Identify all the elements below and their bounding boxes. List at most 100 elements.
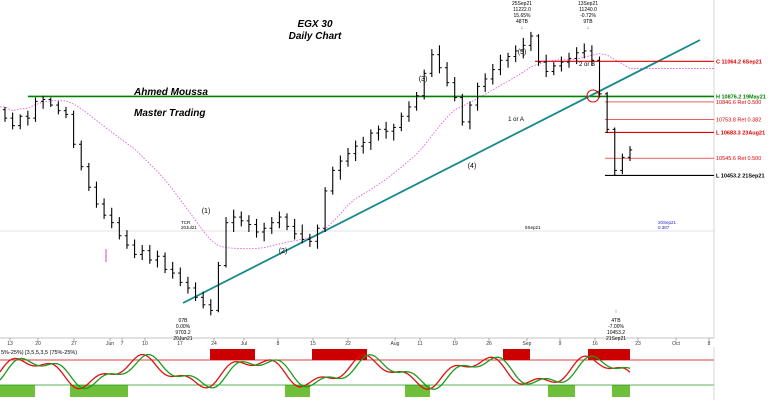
price-bar [193, 282, 198, 302]
osc-band-green [612, 385, 630, 397]
price-bar [162, 252, 168, 274]
price-bar [185, 276, 191, 294]
price-bar [391, 123, 396, 141]
level-lines: C 11064.2 6Sep21 H 10876.2 19May2110846.6… [535, 59, 766, 179]
level-line: L 10453.2 21Sep21 [605, 173, 765, 179]
price-bar [437, 45, 442, 74]
price-bar [422, 69, 427, 100]
top1-line-4: 48TB [516, 19, 529, 25]
low-annotation-box: 07B 0.00% 9703.2 20Jun21 [173, 318, 192, 342]
x-tick-7: 24 [211, 338, 217, 347]
price-bar [139, 245, 145, 260]
watermark-line-2: Master Trading [134, 108, 206, 119]
level-line: 10545.6 Ret 0.500 [605, 156, 761, 162]
price-bar [566, 52, 572, 68]
x-tick-label-17: 9 [559, 341, 562, 347]
price-bar [521, 37, 526, 59]
osc-band-green [405, 385, 430, 397]
x-tick-label-18: 16 [592, 341, 598, 347]
price-bar [475, 82, 480, 111]
x-tick-label-4: 7 [121, 341, 124, 347]
x-tick-16: Sep [523, 338, 532, 347]
price-bar [63, 106, 69, 119]
bottom-line-2: -7.00% [608, 324, 624, 330]
price-bar [612, 127, 617, 176]
level-label: L 10683.3 23Aug21 [716, 130, 765, 136]
top-annotation-box-2: 13Sep21 11240.0 -0.72% 9TB ↓ [578, 1, 598, 31]
level-label: 10545.6 Ret 0.500 [716, 156, 761, 162]
mid-annotation-3a: 20Sep21 [658, 220, 677, 225]
bottom-arrow-icon: ↑ [615, 309, 618, 315]
price-bar [322, 187, 328, 232]
level-line: 10846.6 Ret 0.500 [605, 100, 761, 106]
price-bar [101, 198, 107, 219]
price-bar [223, 217, 229, 268]
price-bar [269, 217, 274, 234]
price-bar [18, 114, 23, 130]
x-tick-label-3: Jun [106, 341, 114, 347]
price-bar [178, 267, 183, 287]
x-tick-label-14: 19 [452, 341, 458, 347]
price-bar [71, 110, 76, 148]
price-bar [40, 95, 46, 109]
price-bar [383, 121, 389, 139]
price-bar [307, 233, 313, 247]
mid-annotation-1a: TCR [181, 220, 191, 225]
mid-annotation-3b: 0.387 [658, 225, 670, 230]
x-axis: 13 20 27 Jun 7 10 17 24 Jul 8 15 22 Aug … [7, 338, 711, 347]
x-tick-label-20: Oct [672, 341, 680, 347]
price-bar [231, 209, 236, 232]
level-label: 10753.8 Ret 0.382 [716, 117, 761, 123]
level-label: H 10876.2 19May21 [716, 94, 766, 100]
x-tick-label-10: 15 [310, 341, 316, 347]
bottom-line-4: 21Sep21 [606, 336, 626, 342]
osc-band-green [70, 385, 128, 397]
price-bar [345, 148, 351, 167]
x-tick-6: 17 [177, 338, 183, 347]
mid-annotation-1b: 20Jul21 [181, 225, 197, 230]
price-bar [261, 222, 267, 242]
top1-line-2: 11222.0 [513, 7, 531, 13]
x-tick-21: 8 [708, 338, 711, 347]
price-bar [200, 291, 206, 309]
x-tick-3: Jun [106, 338, 114, 347]
osc-band-green [285, 385, 310, 397]
price-bar [48, 97, 53, 107]
price-bar [10, 112, 15, 130]
price-bar [536, 34, 541, 66]
wave-label-1-or-a: 1 or A [508, 117, 524, 123]
price-bar [208, 299, 213, 316]
x-tick-1: 20 [35, 338, 41, 347]
x-tick-13: 11 [417, 338, 423, 347]
x-tick-17: 9 [559, 338, 562, 347]
top2-arrow-icon: ↓ [587, 25, 590, 31]
price-bar [482, 73, 488, 92]
price-bar [513, 45, 518, 63]
price-bar [574, 47, 579, 64]
price-bar [505, 52, 511, 68]
price-bar [246, 215, 252, 232]
wave-label-1: (1) [202, 208, 211, 215]
mid-annotation-2: 5Sep21 [525, 225, 541, 230]
bottom-line-1: 4TB [611, 318, 621, 324]
level-line: C 11064.2 6Sep21 [535, 59, 762, 65]
price-bar [551, 62, 556, 76]
price-bar [467, 101, 473, 130]
price-bar [353, 140, 358, 162]
level-line: 10753.8 Ret 0.382 [605, 117, 761, 123]
x-tick-12: Aug [391, 338, 400, 347]
price-bar [25, 110, 31, 126]
watermark-line-1: Ahmed Moussa [133, 87, 208, 98]
x-tick-5: 10 [142, 338, 148, 347]
price-bar [414, 92, 419, 111]
x-tick-8: Jul [241, 338, 247, 347]
x-tick-label-0: 13 [7, 341, 13, 347]
price-bar [330, 166, 335, 195]
price-bar [56, 101, 61, 115]
osc-band-red [588, 349, 630, 360]
x-tick-label-12: Aug [391, 341, 400, 347]
oscillator-label: 5%-25%) [3,5,5,3,5 (75%-25%) [1, 350, 77, 356]
price-bar [444, 62, 450, 87]
price-bar [376, 125, 381, 141]
